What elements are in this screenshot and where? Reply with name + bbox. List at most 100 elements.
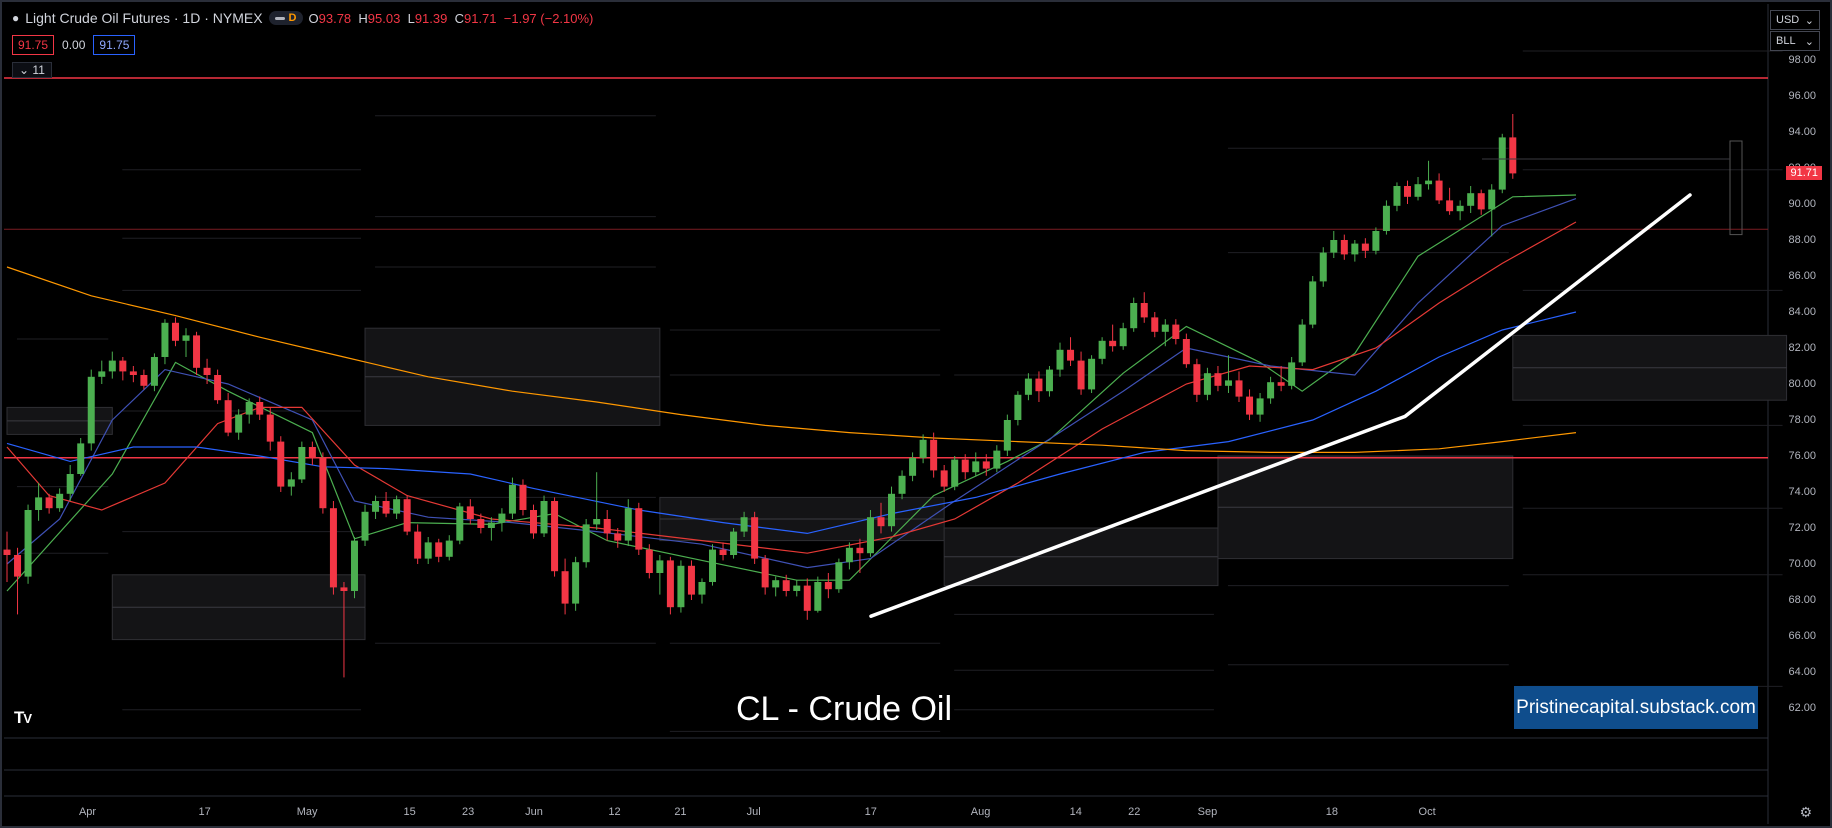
candle-body <box>1340 240 1348 255</box>
candle-body <box>87 376 95 444</box>
price-tick-label: 90.00 <box>1788 198 1816 210</box>
candle-body <box>1351 243 1359 255</box>
candle-body <box>1088 358 1096 390</box>
last-price-badge: 91.71 <box>1786 166 1822 181</box>
candle-body <box>108 360 116 372</box>
candle-body <box>1456 205 1464 212</box>
candle-body <box>540 501 548 534</box>
date-tick-label: 15 <box>403 806 416 818</box>
candle-body <box>1361 243 1369 251</box>
candle-body <box>614 533 622 541</box>
candle-body <box>1130 303 1138 329</box>
candle-body <box>340 587 348 591</box>
candle-body <box>1056 349 1064 370</box>
candle-body <box>3 549 11 555</box>
candle-body <box>993 450 1001 469</box>
candle-body <box>866 517 874 554</box>
tradingview-logo: TV <box>14 708 32 727</box>
candle-body <box>224 400 232 433</box>
candle-body <box>1509 137 1517 174</box>
chevron-down-icon: ⌄ <box>19 63 30 77</box>
candle-body <box>772 580 780 588</box>
candle-body <box>1077 360 1085 390</box>
candle-body <box>1151 317 1159 332</box>
minus-icon <box>274 16 285 20</box>
date-tick-label: Apr <box>78 806 97 818</box>
candle-body <box>66 474 74 494</box>
candle-body <box>1267 382 1275 399</box>
candle-body <box>1182 339 1190 365</box>
timeframe-badge: D <box>288 12 297 24</box>
date-tick-label: 12 <box>608 806 621 818</box>
candle-body <box>1067 349 1075 361</box>
candle-body <box>129 371 137 375</box>
candle-body <box>1298 324 1306 363</box>
candle-body <box>298 447 306 480</box>
candle-body <box>856 547 864 554</box>
candle-body <box>1288 362 1296 386</box>
candle-body <box>1045 369 1053 392</box>
candle-body <box>1235 380 1243 397</box>
unit-select[interactable]: BLL ⌄ <box>1770 31 1820 51</box>
bid-button[interactable]: 91.75 <box>12 35 55 55</box>
candle-body <box>466 506 474 519</box>
candle-body <box>572 562 580 604</box>
date-tick-label: Oct <box>1418 806 1436 818</box>
date-tick-label: 17 <box>864 806 877 818</box>
candle-body <box>761 558 769 588</box>
price-tick-label: 82.00 <box>1788 342 1816 354</box>
bid-ask-row: 91.75 0.00 91.75 <box>12 35 136 55</box>
change-readout: −1.97 (−2.10%) <box>503 10 594 26</box>
price-tick-label: 76.00 <box>1788 450 1816 462</box>
ask-button[interactable]: 91.75 <box>93 35 136 55</box>
brand-banner: Pristinecapital.substack.com <box>1514 686 1758 729</box>
candle-body <box>740 517 748 532</box>
ohlc-readout: O93.78 H95.03 L91.39 C91.71 −1.97 (−2.10… <box>308 10 594 26</box>
candle-body <box>403 499 411 532</box>
candle-body <box>1014 394 1022 420</box>
date-tick-label: 14 <box>1069 806 1082 818</box>
candle-body <box>961 459 969 473</box>
candle-body <box>1024 378 1032 395</box>
candle-body <box>193 335 201 368</box>
candle-body <box>687 565 695 595</box>
symbol-title[interactable]: Light Crude Oil Futures · 1D · NYMEX <box>25 10 263 26</box>
candle-body <box>930 439 938 471</box>
candle-body <box>1256 398 1264 415</box>
candle-body <box>709 549 717 582</box>
candle-body <box>519 484 527 510</box>
candle-body <box>656 560 664 573</box>
timeframe-pill[interactable]: D <box>268 11 303 25</box>
candle-body <box>45 497 53 509</box>
candle-body <box>877 517 885 527</box>
currency-select[interactable]: USD ⌄ <box>1770 10 1820 30</box>
date-tick-label: 18 <box>1325 806 1339 818</box>
date-tick-label: 21 <box>674 806 687 818</box>
price-tick-label: 72.00 <box>1788 522 1816 534</box>
candle-body <box>361 511 369 541</box>
candle-body <box>424 542 432 559</box>
candle-body <box>435 542 443 557</box>
settings-gear-icon[interactable]: ⚙ <box>1799 804 1812 820</box>
candle-body <box>982 461 990 469</box>
candle-body <box>14 555 22 577</box>
candle-body <box>1003 420 1011 451</box>
candle-body <box>56 493 64 509</box>
date-tick-label: 23 <box>462 806 475 818</box>
candle-body <box>1488 189 1496 210</box>
candle-body <box>624 508 632 541</box>
indicators-toggle[interactable]: ⌄ 11 <box>12 62 52 78</box>
candle-body <box>1372 231 1380 251</box>
candle-body <box>372 501 380 512</box>
candle-body <box>845 547 853 563</box>
candle-body <box>645 549 653 573</box>
candle-body <box>308 447 316 458</box>
candle-body <box>150 357 158 386</box>
candle-body <box>1319 252 1327 282</box>
candle-body <box>1098 340 1106 359</box>
date-tick-label: May <box>296 806 318 818</box>
candle-body <box>1119 328 1127 347</box>
candle-body <box>1382 205 1390 231</box>
price-tick-label: 86.00 <box>1788 270 1816 282</box>
